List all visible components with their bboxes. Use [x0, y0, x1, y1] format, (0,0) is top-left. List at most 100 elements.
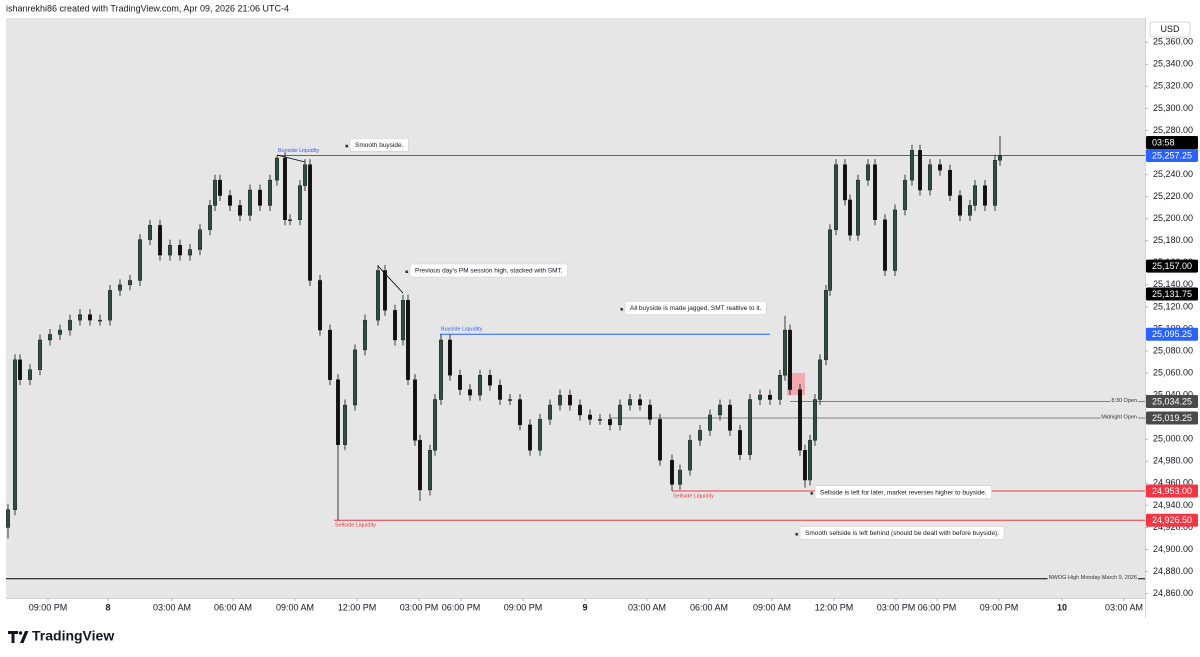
candle-body — [983, 185, 988, 206]
candle-body — [828, 229, 833, 291]
candle-body — [498, 384, 503, 400]
y-tick-label: 25,340.00 — [1153, 59, 1193, 69]
candle-body — [788, 329, 793, 390]
candle-body — [127, 280, 132, 286]
candle-body — [87, 314, 92, 321]
candle-body — [708, 414, 713, 431]
candle-body — [778, 375, 783, 400]
price-label-box — [1146, 287, 1198, 301]
y-tick-label: 25,060.00 — [1153, 367, 1193, 377]
candle-body — [117, 284, 122, 291]
candle-body — [856, 179, 861, 236]
price-label-box — [1146, 411, 1198, 425]
candle-body — [308, 164, 313, 281]
annotation-text: Sellside is left for later, market rever… — [820, 489, 987, 496]
candle-body — [418, 440, 423, 491]
candle-body — [834, 164, 839, 230]
countdown-box — [1146, 136, 1198, 150]
y-tick-label: 25,000.00 — [1153, 434, 1193, 444]
candle-body — [353, 349, 358, 406]
brand-name: TradingView — [32, 628, 114, 644]
y-tick-label: 24,880.00 — [1153, 566, 1193, 576]
candle-body — [948, 169, 953, 196]
annotation-box — [624, 301, 767, 315]
x-tick-label: 10 — [1057, 602, 1067, 612]
candle-body — [167, 244, 172, 256]
candle-body — [413, 379, 418, 441]
y-tick-label: 25,300.00 — [1153, 103, 1193, 113]
candle-body — [848, 199, 853, 236]
price-label: 25,019.25 — [1152, 413, 1192, 423]
currency-box[interactable] — [1149, 21, 1191, 38]
candle-body — [588, 414, 593, 420]
x-tick-label: 06:00 PM — [918, 602, 957, 612]
candle-body — [478, 375, 483, 396]
price-label-box — [1146, 484, 1198, 498]
candle-body — [363, 319, 368, 351]
price-label: 24,953.00 — [1152, 486, 1192, 496]
candle-body — [67, 319, 72, 331]
brand-logo[interactable]: TradingView — [8, 628, 114, 644]
y-tick-label: 25,040.00 — [1153, 389, 1193, 399]
candle-body — [401, 300, 406, 341]
smt-line — [276, 154, 306, 163]
chart-marks: Buyside Liquidity Buyside Liquidity 8:30 O… — [5, 135, 1145, 583]
x-tick-label: 03:00 AM — [153, 602, 191, 612]
x-tick-label: 12:00 PM — [815, 602, 854, 612]
candle-body — [803, 450, 808, 481]
candle-body — [738, 430, 743, 455]
x-tick-label: 09:00 AM — [276, 602, 314, 612]
candle-body — [578, 404, 583, 416]
x-tick-label: 09:00 PM — [504, 602, 543, 612]
candle-body — [998, 155, 1003, 161]
annotation-text: Smooth sellside is left behind (should b… — [805, 530, 999, 537]
candle-body — [268, 179, 273, 206]
candle-body — [843, 164, 848, 201]
annotation-pointer — [345, 144, 349, 148]
x-tick-label: 03:00 PM — [400, 602, 439, 612]
level-label: Sellside Liquidity — [335, 523, 376, 529]
candle-body — [383, 270, 388, 311]
candle-body — [227, 195, 232, 206]
candle-body — [938, 164, 943, 171]
candle-body — [147, 225, 152, 240]
candle-body — [48, 334, 53, 341]
level-label: Buyside Liquidity — [441, 327, 483, 333]
candle-body — [393, 310, 398, 341]
candle-body — [58, 329, 63, 335]
candle-body — [197, 229, 202, 250]
y-tick-label: 25,180.00 — [1153, 235, 1193, 245]
candle-body — [518, 399, 523, 426]
candle-body — [808, 440, 813, 481]
candle-body — [217, 179, 222, 196]
currency[interactable]: USD — [1160, 24, 1180, 34]
price-label: 25,157.00 — [1152, 261, 1192, 271]
candle-body — [458, 375, 463, 390]
annotation: All buyside is made jagged, SMT realtive… — [620, 301, 767, 315]
price-label: 25,257.25 — [1152, 150, 1192, 160]
candle-body — [207, 205, 212, 230]
candle-body — [798, 389, 803, 451]
candle-body — [157, 225, 162, 256]
level-label: Midnight Open — [1101, 414, 1137, 420]
candle-body — [558, 394, 563, 406]
candle-body — [973, 185, 978, 206]
candle-body — [538, 419, 543, 451]
candle-body — [698, 430, 703, 441]
candle-body — [638, 399, 643, 406]
y-tick-label: 24,980.00 — [1153, 456, 1193, 466]
candle-body — [5, 509, 10, 528]
candle-body — [212, 179, 217, 206]
candle-body — [598, 419, 603, 421]
candle-body — [275, 157, 280, 181]
x-tick-label: 09:00 AM — [753, 602, 791, 612]
annotation: Sellside is left for later, market rever… — [810, 485, 992, 499]
y-tick-label: 24,860.00 — [1153, 588, 1193, 598]
y-tick-label: 25,240.00 — [1153, 169, 1193, 179]
price-label-box — [1146, 259, 1198, 273]
price-label-box — [1146, 327, 1198, 341]
price-label: 25,034.25 — [1152, 396, 1192, 406]
x-tick-label: 09:00 PM — [29, 602, 68, 612]
x-tick-label: 03:00 PM — [877, 602, 916, 612]
